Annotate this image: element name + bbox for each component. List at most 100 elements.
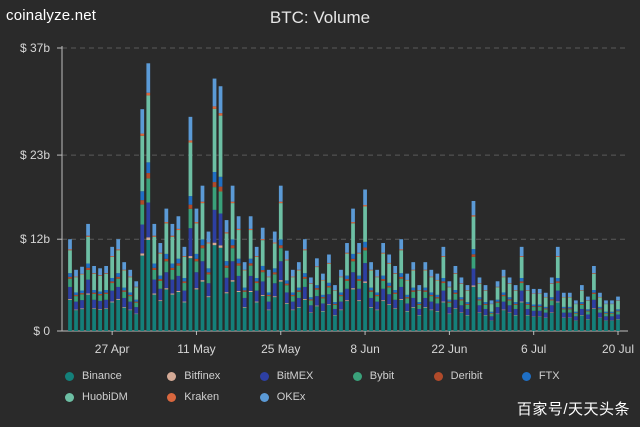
bar-segment-ftx <box>411 287 416 291</box>
bar-segment-deribit <box>315 288 319 290</box>
x-tick-label: 22 Jun <box>431 342 467 356</box>
bar-segment-ftx <box>573 311 578 313</box>
bar-segment-huobidm <box>573 304 578 312</box>
bar-segment-binance <box>206 297 211 331</box>
volume-bar-day-89 <box>604 300 608 331</box>
bar-segment-deribit <box>610 312 614 314</box>
legend-color-dot <box>65 371 74 381</box>
bar-segment-huobidm <box>495 287 500 300</box>
bar-segment-ftx <box>423 287 428 291</box>
bar-segment-okex <box>242 262 247 270</box>
bar-segment-okex <box>260 227 265 240</box>
bar-segment-binance <box>501 310 506 331</box>
bar-segment-okex <box>471 200 476 216</box>
bar-segment-bitmex <box>146 202 151 238</box>
bar-segment-kraken <box>284 259 289 261</box>
bar-segment-ftx <box>182 277 187 282</box>
bar-segment-bitfinex <box>134 313 139 315</box>
bar-segment-deribit <box>387 285 392 288</box>
bar-segment-bybit <box>206 274 211 284</box>
bar-segment-deribit <box>447 301 452 303</box>
bar-segment-bybit <box>86 269 90 280</box>
bar-segment-binance <box>357 301 361 331</box>
bar-segment-binance <box>471 286 476 331</box>
bar-segment-okex <box>116 239 121 250</box>
bar-segment-kraken <box>194 222 199 224</box>
legend-item-okex[interactable]: OKEx <box>259 391 339 403</box>
bar-segment-kraken <box>315 266 319 268</box>
bar-segment-bybit <box>236 265 241 276</box>
bar-segment-okex <box>459 277 464 284</box>
bar-segment-bybit <box>369 291 373 298</box>
bar-segment-huobidm <box>296 270 301 288</box>
bar-segment-kraken <box>381 252 386 254</box>
bar-segment-bitmex <box>80 300 84 309</box>
bar-segment-deribit <box>592 292 596 294</box>
bar-segment-binance <box>387 304 392 331</box>
bar-segment-bybit <box>549 300 554 306</box>
volume-bar-day-55 <box>399 239 404 331</box>
bar-segment-deribit <box>471 254 476 257</box>
brand-logo-text[interactable]: coinalyze.net <box>6 7 97 24</box>
bar-segment-okex <box>164 208 169 223</box>
bar-segment-huobidm <box>74 277 78 293</box>
bar-segment-okex <box>369 262 373 270</box>
legend-item-binance[interactable]: Binance <box>65 370 153 382</box>
bar-segment-huobidm <box>164 223 169 254</box>
bar-segment-ftx <box>248 258 253 264</box>
bar-segment-binance <box>447 314 452 331</box>
bar-segment-binance <box>152 294 157 331</box>
bar-segment-binance <box>369 307 373 331</box>
bar-segment-huobidm <box>363 206 367 242</box>
bar-segment-okex <box>567 292 572 297</box>
bar-segment-kraken <box>549 283 554 284</box>
bar-segment-bybit <box>561 309 566 313</box>
bar-segment-kraken <box>321 279 325 281</box>
bar-segment-okex <box>489 300 494 304</box>
legend-item-bybit[interactable]: Bybit <box>352 370 420 382</box>
legend-item-bitmex[interactable]: BitMEX <box>259 370 339 382</box>
volume-bar-day-30 <box>248 216 253 331</box>
bar-segment-ftx <box>369 287 373 291</box>
bar-segment-ftx <box>586 309 590 311</box>
bar-segment-deribit <box>254 281 259 284</box>
legend-color-dot <box>167 392 177 402</box>
bar-segment-bitfinex <box>495 313 500 315</box>
bar-segment-okex <box>92 265 96 274</box>
bar-segment-deribit <box>459 299 464 301</box>
bar-segment-kraken <box>387 262 392 264</box>
volume-bar-day-14 <box>152 223 157 331</box>
bar-segment-bitfinex <box>357 300 361 302</box>
bar-segment-bitmex <box>567 312 572 318</box>
legend-item-ftx[interactable]: FTX <box>521 370 585 382</box>
bar-segment-ftx <box>616 309 620 311</box>
bar-segment-binance <box>164 289 169 331</box>
bar-segment-ftx <box>242 287 247 291</box>
legend-item-kraken[interactable]: Kraken <box>167 391 245 403</box>
bar-segment-huobidm <box>248 230 253 259</box>
bar-segment-kraken <box>278 201 283 204</box>
legend-item-huobidm[interactable]: HuobiDM <box>65 391 153 403</box>
bar-segment-huobidm <box>170 236 175 264</box>
bar-segment-kraken <box>327 262 331 264</box>
bar-segment-ftx <box>92 290 96 293</box>
bar-segment-binance <box>555 302 560 331</box>
bar-segment-bitfinex <box>242 306 247 308</box>
bar-segment-kraken <box>555 256 560 257</box>
legend-label: Bitfinex <box>184 370 221 382</box>
legend-item-deribit[interactable]: Deribit <box>433 370 508 382</box>
bar-segment-bitfinex <box>224 292 229 294</box>
bar-segment-bitfinex <box>194 288 199 290</box>
bar-segment-bitmex <box>321 303 325 311</box>
bar-segment-bitmex <box>592 299 596 309</box>
bar-segment-ftx <box>543 306 548 309</box>
bar-segment-bitmex <box>92 299 96 309</box>
bar-segment-bybit <box>417 304 422 309</box>
bar-segment-bybit <box>604 313 608 317</box>
legend-item-bitfinex[interactable]: Bitfinex <box>167 370 245 382</box>
bar-segment-bitmex <box>140 224 145 254</box>
bar-segment-bybit <box>284 285 289 293</box>
bar-segment-ftx <box>417 302 422 304</box>
bar-segment-bybit <box>519 283 524 291</box>
bar-segment-binance <box>327 304 331 331</box>
